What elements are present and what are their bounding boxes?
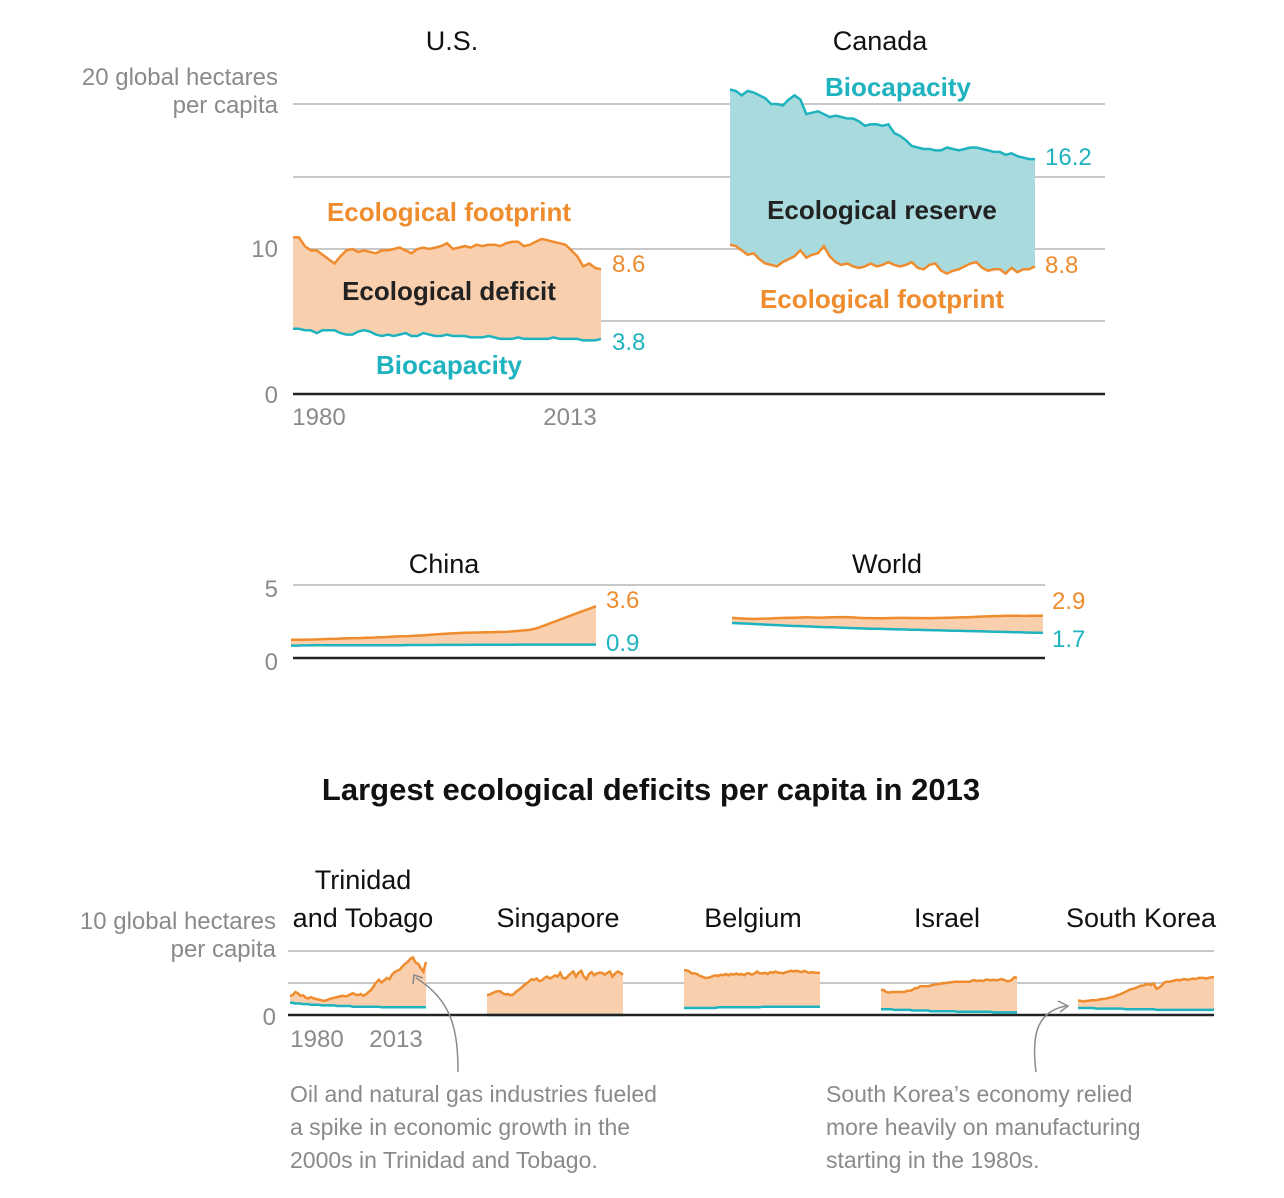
us-panel: Ecological footprint Ecological deficit … [293, 197, 645, 380]
china-panel: 3.6 0.9 [291, 587, 639, 657]
panel-title-belgium: Belgium [704, 903, 802, 933]
world-biocapacity-end-value: 1.7 [1052, 626, 1085, 653]
section3-ylabel-line1: 10 global hectares [80, 908, 276, 935]
singapore-deficit-area [487, 970, 623, 1015]
israel-biocapacity-line [881, 1007, 1017, 1014]
world-footprint-end-value: 2.9 [1052, 588, 1085, 615]
panel-title-trinidad-line2: and Tobago [293, 903, 434, 933]
world-biocapacity-line [731, 621, 1044, 635]
us-biocapacity-end-value: 3.8 [612, 329, 645, 356]
us-footprint-line [293, 236, 602, 271]
china-deficit-area [291, 606, 596, 646]
korea-annotation-arrow [1033, 1005, 1067, 1073]
panel-title-south-korea: South Korea [1066, 903, 1217, 933]
world-footprint-line [731, 614, 1043, 621]
section1-ytick-10: 10 [251, 236, 278, 263]
canada-footprint-line [729, 243, 1036, 276]
canada-region-label: Ecological reserve [767, 195, 997, 225]
trinidad-footprint-line [289, 955, 428, 1003]
south-korea-deficit-area [1078, 977, 1214, 1010]
section1-ylabel-line2: per capita [173, 92, 279, 119]
belgium-biocapacity-line [684, 1005, 820, 1010]
korea-annotation-line2: more heavily on manufacturing [826, 1114, 1141, 1140]
south-korea-footprint-line [1077, 975, 1214, 1003]
trinidad-biocapacity-line [290, 1001, 426, 1009]
us-biocapacity-label: Biocapacity [376, 350, 522, 380]
us-biocapacity-line [293, 327, 602, 342]
section1-ytick-0: 0 [265, 382, 278, 409]
korea-annotation-line1: South Korea’s economy relied [826, 1081, 1132, 1107]
china-biocapacity-end-value: 0.9 [606, 630, 639, 657]
trinidad-annotation-line1: Oil and natural gas industries fueled [290, 1081, 657, 1107]
canada-biocapacity-end-value: 16.2 [1045, 144, 1092, 171]
world-panel: 2.9 1.7 [731, 588, 1085, 653]
korea-annotation-line3: starting in the 1980s. [826, 1147, 1040, 1173]
trinidad-annotation-arrow [415, 977, 459, 1073]
canada-footprint-label: Ecological footprint [760, 284, 1004, 314]
canada-biocapacity-label: Biocapacity [825, 72, 971, 102]
section2-ytick-5: 5 [265, 576, 278, 603]
trinidad-arrowhead [412, 973, 424, 985]
section3-xtick-2013: 2013 [369, 1026, 422, 1053]
panel-title-us: U.S. [426, 26, 479, 56]
section3-ylabel-line2: per capita [171, 936, 277, 963]
trinidad-annotation-line2: a spike in economic growth in the [290, 1114, 630, 1140]
section1-xtick-2013: 2013 [543, 404, 596, 431]
section-china-world: 5 0 China World 3.6 0.9 2.9 1.7 [265, 549, 1086, 676]
section3-xtick-1980: 1980 [290, 1026, 343, 1053]
section2-ytick-0: 0 [265, 649, 278, 676]
us-footprint-label: Ecological footprint [327, 197, 571, 227]
us-footprint-end-value: 8.6 [612, 251, 645, 278]
panel-title-singapore: Singapore [496, 903, 619, 933]
section-us-canada: 20 global hectares per capita 10 0 U.S. … [82, 26, 1105, 431]
world-deficit-area [732, 615, 1043, 633]
israel-deficit-area [881, 977, 1017, 1013]
canada-panel: Biocapacity Ecological reserve Ecologica… [729, 72, 1092, 314]
section3-ytick-0: 0 [263, 1004, 276, 1031]
panel-title-china: China [409, 549, 481, 579]
panel-title-trinidad-line1: Trinidad [315, 865, 412, 895]
panel-title-world: World [852, 549, 922, 579]
section-largest-deficits: Largest ecological deficits per capita i… [80, 772, 1217, 1173]
china-footprint-end-value: 3.6 [606, 587, 639, 614]
canada-biocapacity-line [729, 88, 1035, 161]
singapore-footprint-line [486, 968, 624, 997]
korea-arrowhead [1057, 1000, 1070, 1013]
trinidad-deficit-area [290, 957, 426, 1008]
china-biocapacity-line [291, 643, 596, 647]
canada-footprint-end-value: 8.8 [1045, 252, 1078, 279]
panel-title-israel: Israel [914, 903, 980, 933]
belgium-footprint-line [684, 968, 820, 980]
section3-title: Largest ecological deficits per capita i… [322, 772, 980, 807]
trinidad-annotation-line3: 2000s in Trinidad and Tobago. [290, 1147, 598, 1173]
section1-xtick-1980: 1980 [292, 404, 345, 431]
us-region-label: Ecological deficit [342, 276, 556, 306]
israel-footprint-line [881, 975, 1018, 994]
section1-ylabel-line1: 20 global hectares [82, 64, 278, 91]
panel-title-canada: Canada [833, 26, 929, 56]
south-korea-biocapacity-line [1078, 1006, 1214, 1012]
canada-reserve-area [730, 89, 1035, 274]
china-footprint-line [291, 605, 597, 642]
us-deficit-area [293, 237, 601, 341]
belgium-deficit-area [684, 970, 820, 1008]
